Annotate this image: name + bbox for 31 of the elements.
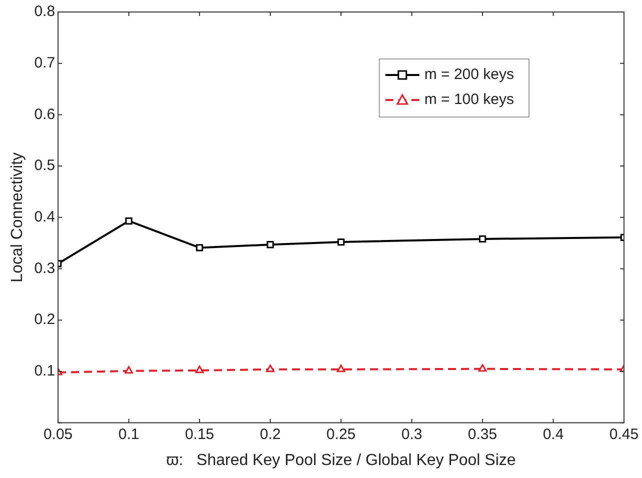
point <box>266 241 274 248</box>
point <box>125 217 132 225</box>
legend-label: m = 100 keys <box>424 91 514 108</box>
legend-label: m = 200 keys <box>424 66 514 84</box>
x-tick-label: 0.2 <box>260 426 281 443</box>
y-tick-label: 0.1 <box>34 362 56 380</box>
y-tick-label: 0.5 <box>34 157 56 174</box>
y-tick-label: 0.3 <box>34 260 56 277</box>
point <box>478 235 486 243</box>
y-tick-label: 0.7 <box>34 54 56 72</box>
x-tick-label: 0.45 <box>609 426 639 443</box>
x-tick-label: 0.1 <box>118 426 140 443</box>
point <box>336 364 346 372</box>
y-tick-label: 0.2 <box>34 311 56 328</box>
point <box>337 238 345 246</box>
point <box>266 364 274 372</box>
point <box>124 366 134 374</box>
x-tick-label: 0.05 <box>43 426 73 443</box>
y-tick-label: 0.6 <box>34 106 56 123</box>
y-tick-label: 0.8 <box>34 3 56 20</box>
y-axis-title: Local Connectivity <box>9 152 26 282</box>
x-tick-label: 0.15 <box>184 426 214 443</box>
x-axis-title: ϖ: Shared Key Pool Size / Global Key Pool Size <box>166 452 516 469</box>
x-tick-label: 0.35 <box>468 426 498 443</box>
x-tick-label: 0.25 <box>326 426 356 443</box>
x-tick-label: 0.3 <box>401 426 422 443</box>
y-tick-label: 0.4 <box>34 208 56 226</box>
point <box>478 364 487 372</box>
point <box>195 366 204 374</box>
point <box>196 244 204 252</box>
x-tick-label: 0.4 <box>542 426 564 443</box>
